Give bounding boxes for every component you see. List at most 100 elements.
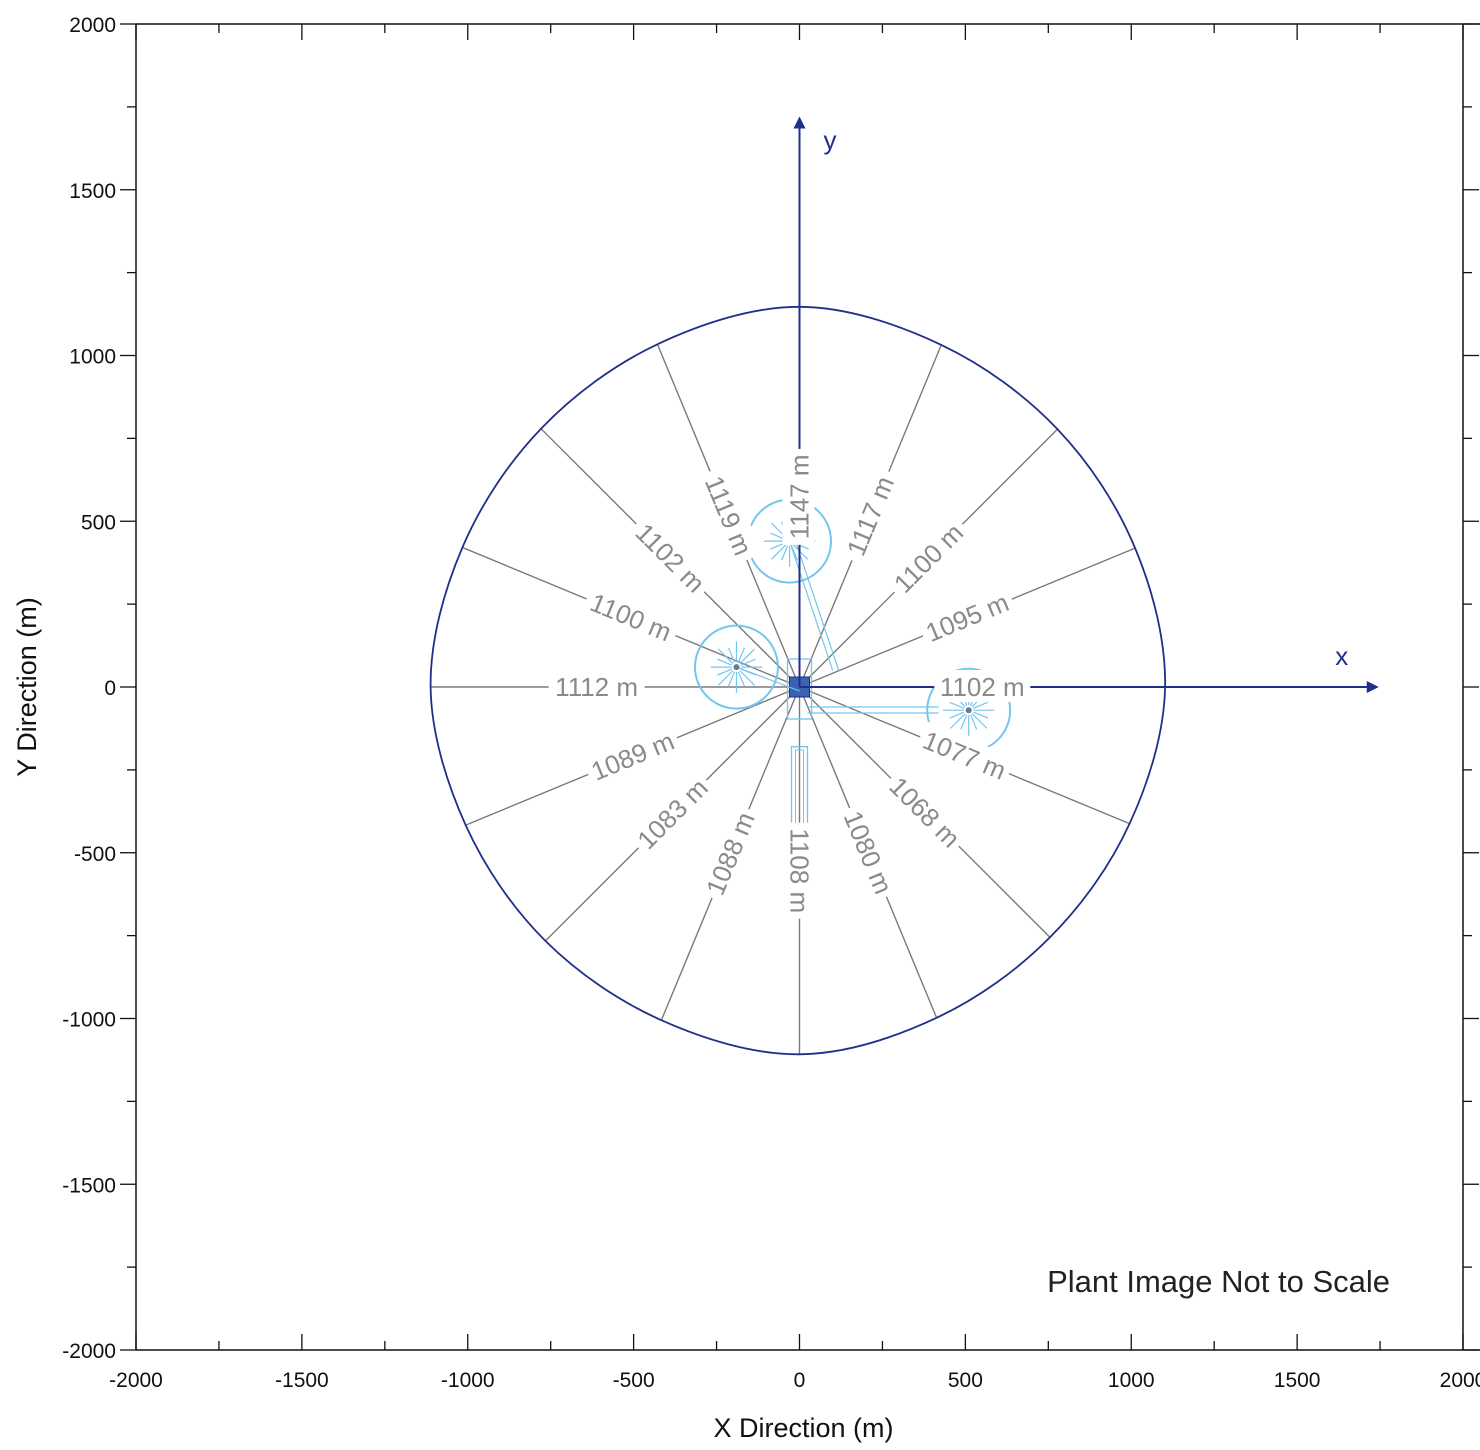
distance-label-group: 1095 m [916,583,1018,650]
cooling-tower-spoke [739,648,756,665]
cooling-tower [693,624,779,710]
cooling-tower-center [965,707,972,714]
distance-label: 1119 m [699,472,758,560]
cooling-tower-spoke [737,647,745,663]
distance-label-group: 1147 m [782,448,815,545]
distance-label: 1080 m [838,807,899,899]
cooling-tower-spoke [727,647,736,663]
distance-label-bg [581,722,683,789]
distance-label-bg [782,448,815,545]
distance-label: 1117 m [841,472,900,560]
cooling-tower-spoke [717,670,734,686]
y-tick-label: -500 [74,843,116,866]
distance-label-group: 1117 m [836,465,903,567]
distance-label-group: 1100 m [580,583,682,650]
distance-label: 1095 m [921,587,1013,648]
distance-label-group: 1119 m [696,464,763,566]
distance-label: 1088 m [700,808,761,900]
x-axis-title: X Direction (m) [713,1413,893,1443]
distance-label-group: 1112 m [548,670,645,702]
cooling-tower-spoke [770,544,787,560]
distance-label: 1108 m [785,828,815,913]
distance-label-bg [934,670,1031,702]
distance-label-bg [580,583,682,650]
scale-note: Plant Image Not to Scale [1047,1264,1390,1299]
distance-label-group: 1088 m [696,802,763,904]
cooling-tower-spoke [717,668,733,676]
x-tick-label: -1500 [275,1369,329,1392]
x-tick-label: 1000 [1108,1369,1155,1392]
distance-label: 1147 m [785,455,815,540]
distance-label: 1077 m [919,725,1011,786]
x-tick-label: 1500 [1274,1369,1321,1392]
cooling-tower-spoke [717,658,733,666]
distance-label-group: 1068 m [880,766,971,857]
y-tick-label: 1500 [69,180,116,203]
distance-label-group: 1108 m [784,822,817,919]
x-reference-label: x [1335,641,1348,671]
cooling-tower-spoke [973,701,989,709]
y-tick-label: -1500 [62,1174,116,1197]
distance-label-bg [696,464,763,566]
distance-label: 1102 m [630,517,711,598]
distance-label-bg [880,766,971,857]
x-tick-label: 500 [948,1369,983,1392]
y-reference-label: y [824,125,837,155]
site-boundary [429,305,1167,1056]
cooling-tower-spoke [740,668,756,676]
y-tick-label: -1000 [62,1009,116,1032]
cooling-tower-spoke [971,713,988,729]
distance-label: 1100 m [586,587,676,647]
distance-label-group: 1077 m [914,721,1016,788]
distance-label-group: 1100 m [882,512,974,603]
x-tick-label: 0 [794,1369,806,1392]
distance-label: 1112 m [555,672,638,702]
y-axis-title: Y Direction (m) [12,597,42,777]
plant-pipe [788,540,834,671]
x-tick-label: -500 [613,1369,655,1392]
distance-label-bg [882,512,974,603]
cooling-tower-spoke [727,671,736,687]
cooling-tower-spoke [950,713,966,729]
cooling-tower-spoke [960,714,968,730]
distance-label: 1100 m [888,518,969,599]
y-tick-label: 0 [104,677,116,700]
distance-label-bg [625,511,717,603]
cooling-tower-center [733,664,740,671]
distance-label-bg [916,583,1018,650]
cooling-tower-spoke [949,701,965,709]
distance-label-group: 1102 m [625,511,717,603]
cooling-tower-spoke [740,658,756,666]
cooling-tower-spoke [781,545,789,561]
distance-label-bg [548,670,645,702]
cooling-tower-spoke [970,714,978,730]
distance-label-bg [784,822,817,919]
distance-label-group: 1089 m [581,722,683,789]
cooling-tower-spoke [790,545,799,561]
distance-label: 1068 m [884,771,967,854]
distance-label-bg [696,802,763,904]
cooling-tower-spoke [717,648,734,665]
distance-label-bg [835,801,903,903]
y-tick-label: -2000 [62,1340,116,1363]
cooling-tower-spoke [949,711,965,719]
distance-label: 1102 m [940,672,1025,702]
distance-label-bg [914,721,1016,788]
x-tick-label: -2000 [109,1369,163,1392]
y-tick-label: 500 [81,511,116,534]
cooling-tower-spoke [739,670,756,686]
x-tick-label: -1000 [441,1369,495,1392]
x-tick-label: 2000 [1440,1369,1480,1392]
y-tick-label: 2000 [69,14,116,37]
cooling-tower-spoke [973,711,989,719]
distance-label-bg [626,767,718,859]
distance-label: 1083 m [631,773,714,856]
distance-label-group: 1102 m [934,670,1031,702]
distance-label-group: 1083 m [626,767,718,859]
cooling-tower-spoke [737,671,745,687]
distance-label-bg [836,465,903,567]
plant-pipe [794,540,840,671]
distance-label: 1089 m [587,726,679,787]
distance-label-group: 1080 m [835,801,903,903]
